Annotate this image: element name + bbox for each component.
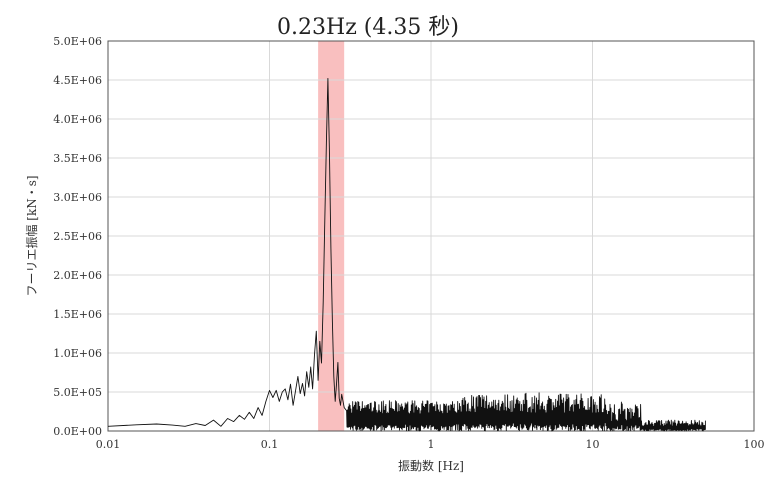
y-tick-labels: 0.0E+00 5.0E+05 1.0E+06 1.5E+06 2.0E+06 2.5E+… (53, 35, 102, 438)
y-tick-label: 5.0E+06 (53, 35, 102, 48)
y-tick-label: 3.0E+06 (53, 191, 102, 204)
plot-area-border (107, 40, 755, 432)
x-tick-label: 100 (744, 438, 765, 451)
series-layer (107, 77, 706, 432)
y-tick-label: 3.5E+06 (53, 152, 102, 165)
gridlines (108, 41, 754, 431)
y-tick-label: 4.0E+06 (53, 113, 102, 126)
chart-title: 0.23Hz (4.35 秒) (277, 15, 459, 40)
y-tick-label: 1.5E+06 (53, 308, 102, 321)
x-tick-label: 10 (586, 438, 600, 451)
y-tick-label: 1.0E+06 (53, 347, 102, 360)
x-tick-label: 0.01 (96, 438, 121, 451)
y-tick-label: 0.0E+00 (53, 425, 102, 438)
y-axis-label: フーリエ振幅 [kN・s] (24, 175, 39, 296)
x-axis-label: 振動数 [Hz] (398, 458, 464, 473)
x-tick-labels: 0.01 0.1 1 10 100 (96, 438, 765, 451)
y-tick-label: 5.0E+05 (53, 386, 102, 399)
x-tick-label: 1 (428, 438, 435, 451)
y-tick-label: 4.5E+06 (53, 74, 102, 87)
y-tick-label: 2.0E+06 (53, 269, 102, 282)
y-tick-label: 2.5E+06 (53, 230, 102, 243)
x-tick-label: 0.1 (261, 438, 279, 451)
series-line (107, 77, 706, 432)
